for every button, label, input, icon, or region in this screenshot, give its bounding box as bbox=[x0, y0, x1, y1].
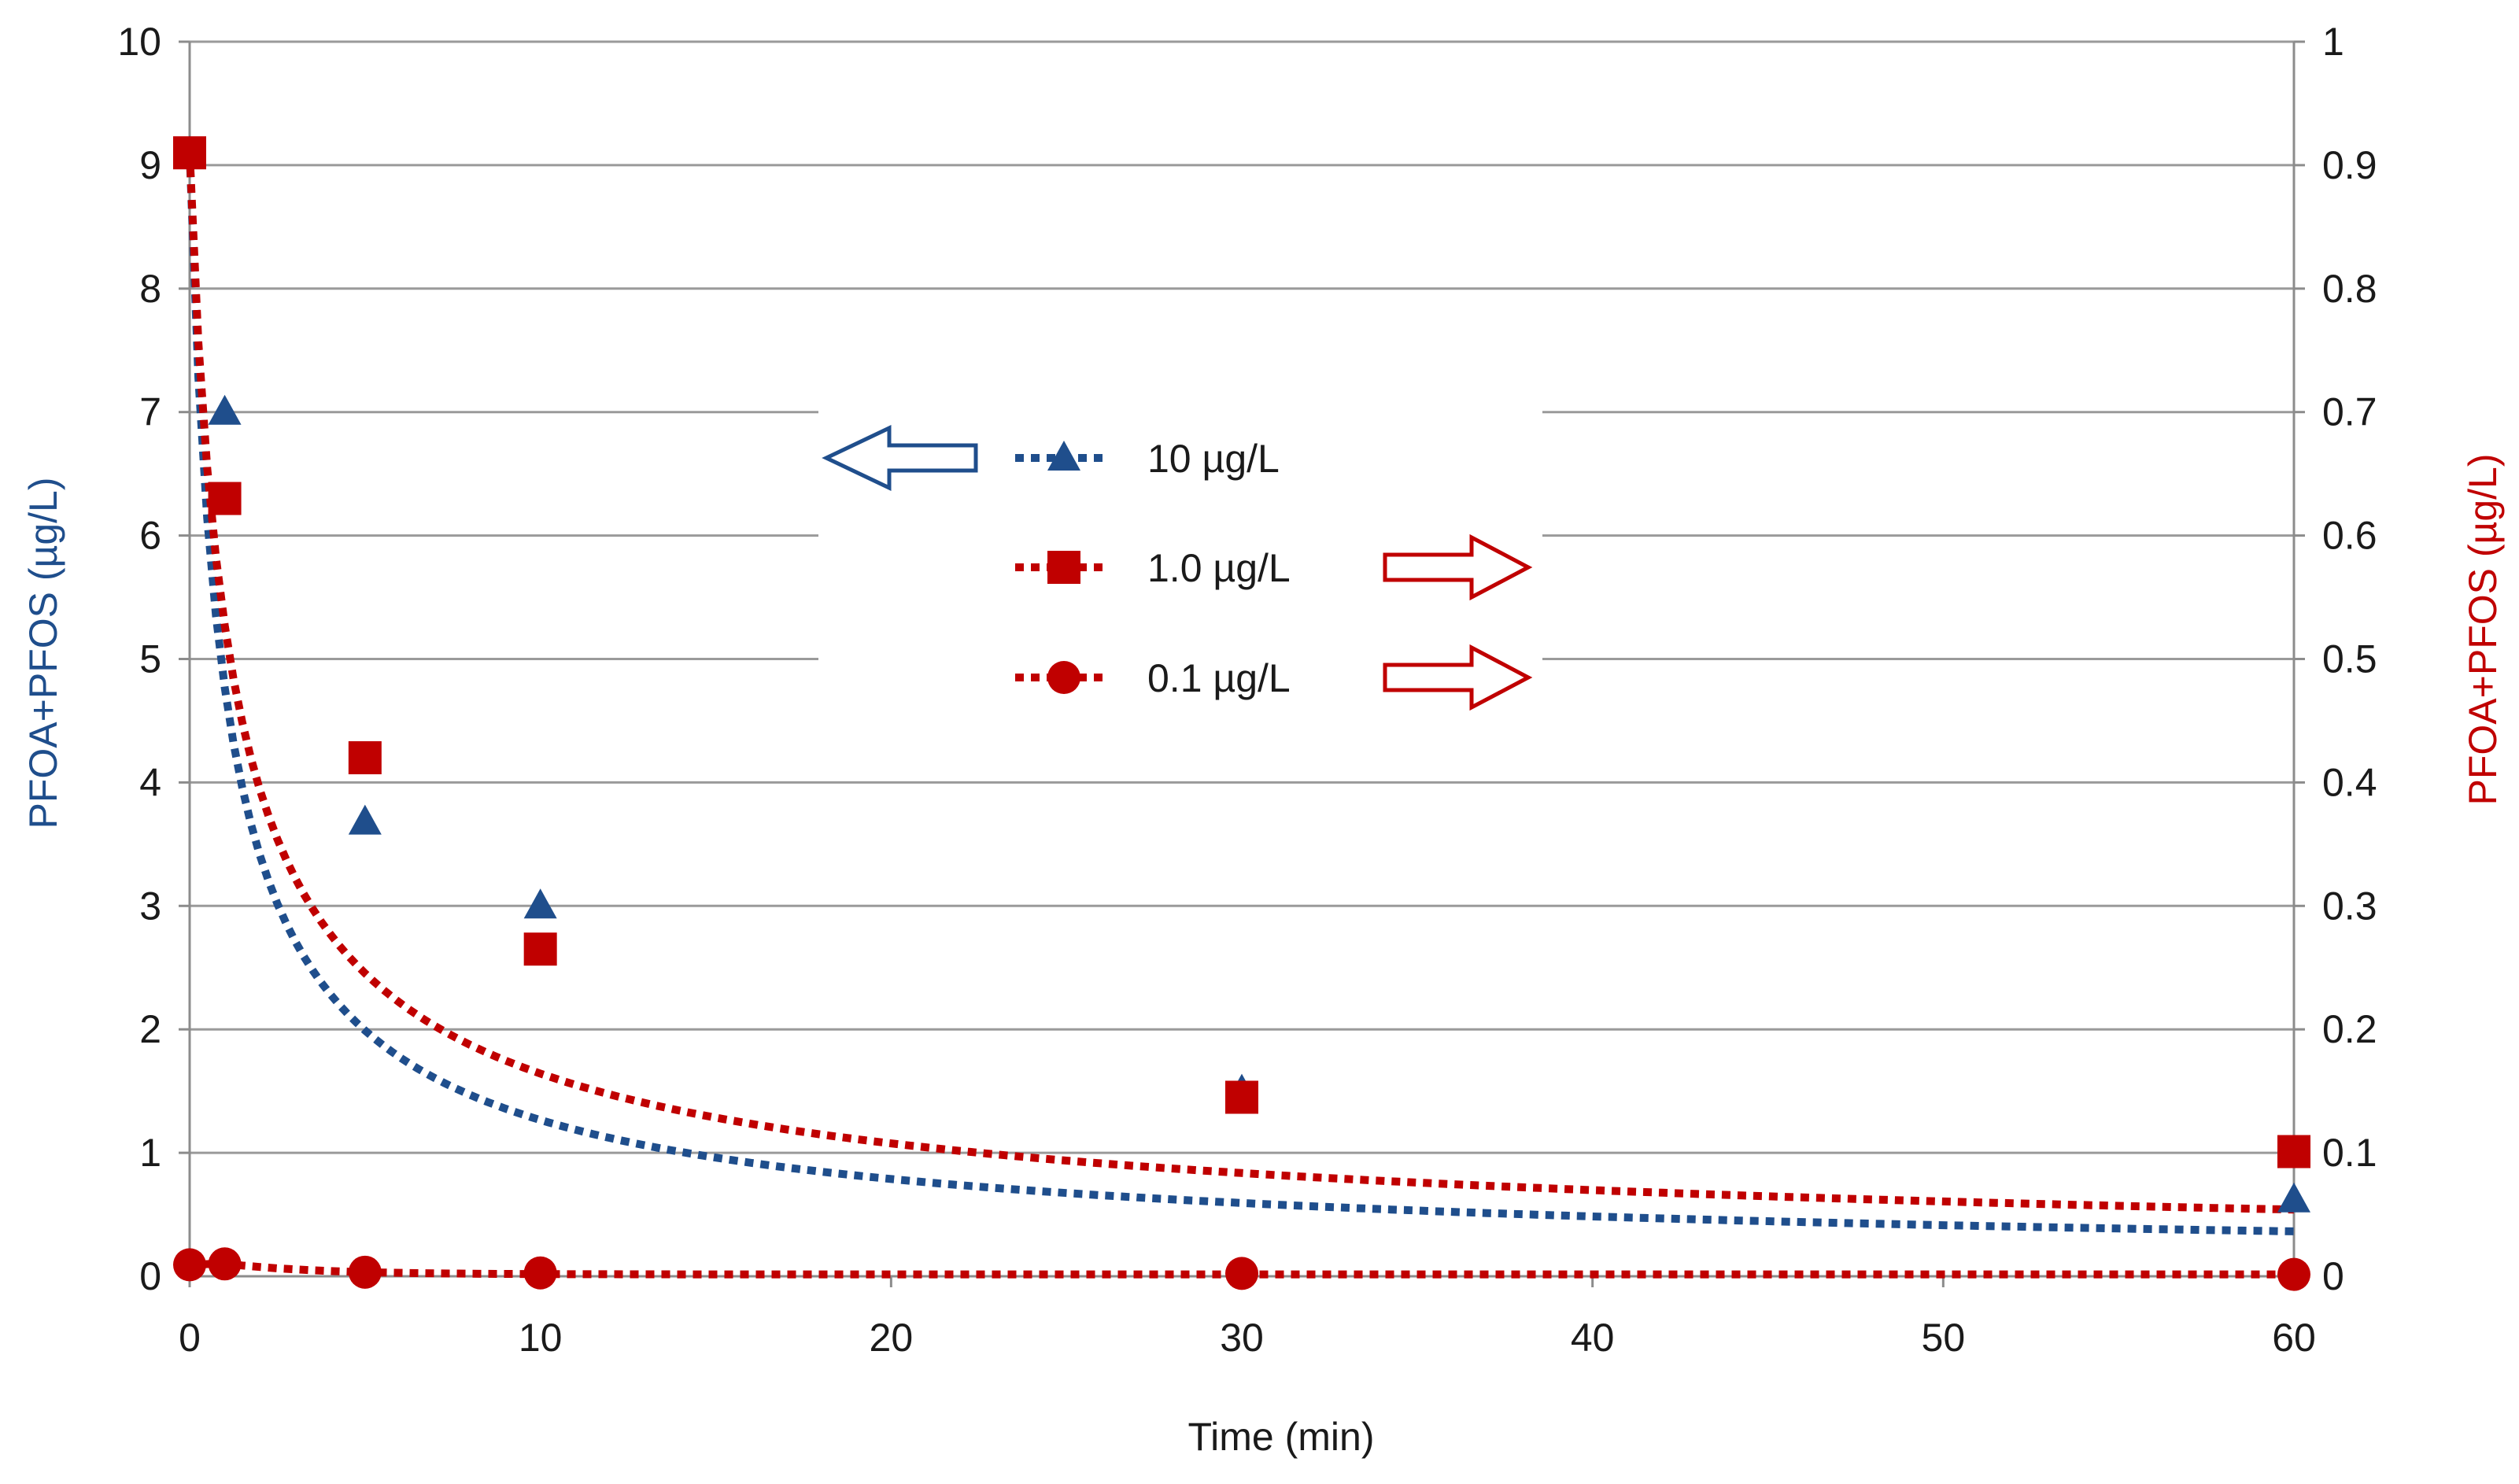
y-left-tick-label: 1 bbox=[139, 1131, 161, 1175]
data-point-series-2 bbox=[523, 1256, 557, 1290]
left-y-axis-title: PFOA+PFOS (µg/L) bbox=[21, 478, 65, 829]
right-axis-arrow-icon bbox=[1383, 644, 1533, 711]
data-point-series-1 bbox=[173, 136, 206, 170]
y-right-tick-label: 0.1 bbox=[2322, 1131, 2377, 1175]
x-tick-label: 60 bbox=[2272, 1316, 2316, 1360]
x-tick-label: 50 bbox=[1922, 1316, 1966, 1360]
legend-marker-0 bbox=[1047, 441, 1080, 471]
data-point-series-2 bbox=[2277, 1257, 2310, 1291]
right-axis-arrow-icon bbox=[1383, 533, 1533, 601]
data-point-series-1 bbox=[348, 741, 382, 775]
x-axis-title: Time (min) bbox=[1187, 1415, 1374, 1459]
left-y-axis-tick-labels: 0 1 2 3 4 5 6 7 8 9 10 bbox=[117, 20, 161, 1298]
y-right-tick-label: 0.2 bbox=[2322, 1007, 2377, 1051]
data-point-series-0 bbox=[523, 888, 557, 919]
x-tick-label: 10 bbox=[519, 1316, 563, 1360]
legend-marker-1 bbox=[1047, 551, 1080, 584]
x-axis-tick-labels: 0 10 20 30 40 50 60 bbox=[179, 1316, 2316, 1360]
y-left-tick-label: 7 bbox=[139, 390, 161, 434]
y-right-tick-label: 0 bbox=[2322, 1254, 2344, 1298]
legend-marker-2 bbox=[1047, 661, 1080, 694]
legend-label-2: 0.1 µg/L bbox=[1147, 656, 1291, 700]
data-point-series-0 bbox=[208, 394, 242, 425]
data-point-series-2 bbox=[208, 1247, 242, 1281]
data-point-series-1 bbox=[523, 932, 557, 966]
x-tick-label: 0 bbox=[179, 1316, 201, 1360]
x-tick-label: 40 bbox=[1571, 1316, 1615, 1360]
y-right-tick-label: 1 bbox=[2322, 20, 2344, 64]
data-point-series-0 bbox=[348, 804, 382, 835]
data-point-series-2 bbox=[173, 1248, 206, 1282]
data-point-series-1 bbox=[2277, 1135, 2310, 1168]
data-point-series-2 bbox=[1225, 1257, 1258, 1290]
data-point-series-1 bbox=[208, 482, 242, 515]
y-left-tick-label: 5 bbox=[139, 637, 161, 681]
right-y-axis-title: PFOA+PFOS (µg/L) bbox=[2461, 454, 2505, 806]
y-left-tick-label: 10 bbox=[117, 20, 161, 64]
y-left-tick-label: 6 bbox=[139, 514, 161, 558]
trendline-series-1 bbox=[186, 152, 2295, 1214]
data-point-series-1 bbox=[1225, 1080, 1258, 1114]
y-left-tick-label: 9 bbox=[139, 143, 161, 187]
y-right-tick-label: 0.9 bbox=[2322, 143, 2377, 187]
y-left-tick-label: 8 bbox=[139, 267, 161, 311]
y-right-tick-label: 0.4 bbox=[2322, 760, 2377, 804]
trendline-series-0 bbox=[186, 153, 2295, 1235]
data-markers bbox=[173, 135, 2310, 1291]
right-y-axis-tick-labels: 0 0.1 0.2 0.3 0.4 0.5 0.6 0.7 0.8 0.9 1 bbox=[2322, 20, 2377, 1298]
y-right-tick-label: 0.7 bbox=[2322, 390, 2377, 434]
legend: 10 µg/L 1.0 µg/L 0.1 µg/L bbox=[818, 378, 1542, 748]
y-left-tick-label: 3 bbox=[139, 884, 161, 928]
y-left-tick-label: 2 bbox=[139, 1007, 161, 1051]
x-tick-label: 30 bbox=[1220, 1316, 1264, 1360]
y-left-tick-label: 4 bbox=[139, 760, 161, 804]
y-left-tick-label: 0 bbox=[139, 1254, 161, 1298]
x-tick-label: 20 bbox=[870, 1316, 914, 1360]
left-axis-arrow-icon bbox=[822, 425, 978, 491]
y-right-tick-label: 0.8 bbox=[2322, 267, 2377, 311]
y-right-tick-label: 0.5 bbox=[2322, 637, 2377, 681]
y-right-tick-label: 0.6 bbox=[2322, 514, 2377, 558]
legend-label-0: 10 µg/L bbox=[1147, 437, 1280, 481]
data-point-series-0 bbox=[2277, 1182, 2310, 1213]
data-point-series-2 bbox=[348, 1255, 382, 1289]
legend-label-1: 1.0 µg/L bbox=[1147, 546, 1291, 590]
y-right-tick-label: 0.3 bbox=[2322, 884, 2377, 928]
